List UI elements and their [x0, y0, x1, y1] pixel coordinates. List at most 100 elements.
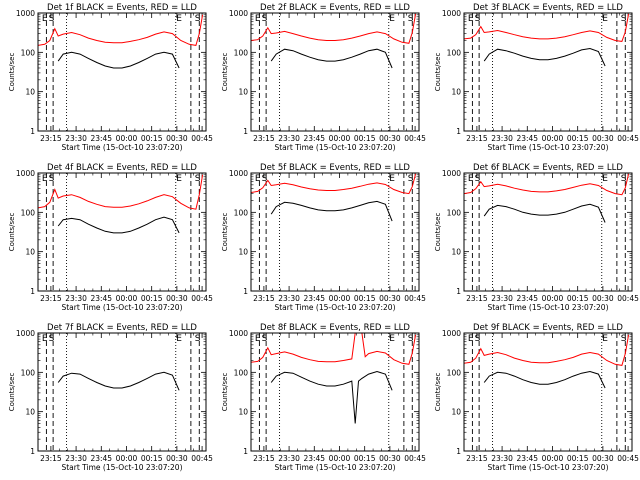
x-tick-label: 00:00 [116, 454, 138, 463]
y-tick-label: 1000 [229, 169, 248, 178]
chart-title: Det 3f BLACK = Events, RED = LLD [473, 3, 623, 13]
x-tick-label: 00:45 [617, 454, 639, 463]
x-tick-label: 00:45 [191, 134, 213, 143]
x-tick-label: 00:00 [116, 134, 138, 143]
x-tick-label: 23:45 [516, 294, 538, 303]
y-tick-label: 1 [243, 127, 248, 136]
x-tick-label: 23:15 [40, 454, 62, 463]
y-axis-label: Counts/sec [8, 213, 16, 252]
x-tick-label: 23:45 [516, 454, 538, 463]
y-axis-label: Counts/sec [434, 373, 442, 412]
series-line-lld [38, 174, 204, 210]
x-tick-label: 23:15 [40, 134, 62, 143]
x-tick-label: 23:45 [90, 454, 112, 463]
series-group [464, 334, 630, 389]
series-line-lld [38, 14, 204, 46]
plot-frame [463, 12, 633, 132]
marker-label-e: E [468, 334, 474, 344]
x-tick-label: 00:30 [592, 134, 614, 143]
series-line-lld [251, 333, 417, 365]
plot-frame [37, 12, 207, 132]
y-tick-label: 100 [447, 368, 462, 377]
x-tick-label: 00:30 [379, 294, 401, 303]
chart-panel-6: Det 6f BLACK = Events, RED = LLD 1 10 100 10… [434, 163, 639, 312]
marker-label-e: E [468, 174, 474, 184]
x-tick-label: 00:15 [141, 294, 163, 303]
x-axis-label: Start Time (15-Oct-10 23:07:20) [487, 143, 608, 152]
marker-lines [471, 173, 626, 291]
x-tick-label: 23:45 [303, 294, 325, 303]
x-tick-label: 23:30 [278, 134, 300, 143]
x-tick-label: 00:30 [379, 454, 401, 463]
y-tick-label: 10 [238, 408, 248, 417]
marker-label-e: E [176, 334, 182, 344]
marker-label-s: S [408, 174, 414, 184]
marker-label-s: S [475, 174, 481, 184]
x-tick-label: 23:15 [466, 134, 488, 143]
x-tick-label: 00:15 [567, 134, 589, 143]
y-tick-label: 1 [456, 127, 461, 136]
x-tick-label: 23:15 [40, 294, 62, 303]
plot-frame [37, 332, 207, 452]
y-axis-label: Counts/sec [434, 213, 442, 252]
x-tick-label: 23:15 [466, 294, 488, 303]
x-tick-label: 23:45 [516, 134, 538, 143]
chart-panel-7: Det 7f BLACK = Events, RED = LLD 1 10 100 10… [8, 323, 213, 472]
chart-panel-8: Det 8f BLACK = Events, RED = LLD 1 10 100 10… [221, 323, 426, 472]
y-tick-label: 10 [25, 248, 35, 257]
plot-frame [250, 172, 420, 292]
y-axis-label: Counts/sec [221, 53, 229, 92]
x-axis-label: Start Time (15-Oct-10 23:07:20) [61, 143, 182, 152]
marker-label-e: E [176, 174, 182, 184]
marker-lines [471, 13, 626, 131]
x-tick-label: 00:15 [354, 454, 376, 463]
x-tick-label: 23:45 [303, 134, 325, 143]
chart-title: Det 6f BLACK = Events, RED = LLD [473, 163, 623, 173]
x-tick-label: 00:00 [542, 134, 564, 143]
plot-frame [37, 172, 207, 292]
x-tick-label: 23:15 [253, 294, 275, 303]
series-line-events [57, 216, 180, 234]
marker-label-e: E [602, 14, 608, 24]
chart-panel-2: Det 2f BLACK = Events, RED = LLD 1 10 100 10… [221, 3, 426, 152]
chart-panel-1: Det 1f BLACK = Events, RED = LLD 1 10 100 10… [8, 3, 213, 152]
plot-frame [250, 12, 420, 132]
series-group [251, 13, 417, 69]
chart-title: Det 4f BLACK = Events, RED = LLD [47, 163, 197, 173]
series-line-lld [464, 173, 630, 196]
x-tick-label: 23:15 [253, 134, 275, 143]
marker-label-e: E [176, 14, 182, 24]
y-tick-label: 10 [451, 408, 461, 417]
y-tick-label: 100 [21, 48, 36, 57]
marker-label-e: E [42, 334, 48, 344]
chart-title: Det 9f BLACK = Events, RED = LLD [473, 323, 623, 333]
x-tick-label: 23:45 [90, 294, 112, 303]
y-tick-label: 100 [21, 368, 36, 377]
x-tick-label: 00:00 [329, 454, 351, 463]
y-tick-label: 1 [243, 447, 248, 456]
chart-title: Det 2f BLACK = Events, RED = LLD [260, 3, 410, 13]
y-tick-label: 1000 [16, 9, 35, 18]
chart-panel-4: Det 4f BLACK = Events, RED = LLD 1 10 100 10… [8, 163, 213, 312]
x-tick-label: 23:30 [491, 294, 513, 303]
x-tick-label: 23:30 [65, 454, 87, 463]
marker-lines [45, 173, 200, 291]
marker-label-s: S [262, 174, 268, 184]
x-tick-label: 00:30 [166, 454, 188, 463]
y-tick-label: 1 [30, 287, 35, 296]
marker-label-e: E [602, 174, 608, 184]
y-tick-label: 1000 [442, 329, 461, 338]
marker-lines [258, 13, 413, 131]
x-tick-label: 00:30 [166, 294, 188, 303]
marker-lines [45, 333, 200, 451]
series-line-events [57, 51, 180, 69]
x-tick-label: 00:45 [404, 294, 426, 303]
x-axis-label: Start Time (15-Oct-10 23:07:20) [61, 463, 182, 472]
x-tick-label: 00:45 [617, 294, 639, 303]
series-line-events [483, 370, 606, 389]
x-tick-label: 00:45 [404, 454, 426, 463]
marker-lines [258, 333, 413, 451]
series-line-events [57, 371, 180, 391]
series-line-lld [464, 13, 630, 42]
chart-title: Det 5f BLACK = Events, RED = LLD [260, 163, 410, 173]
